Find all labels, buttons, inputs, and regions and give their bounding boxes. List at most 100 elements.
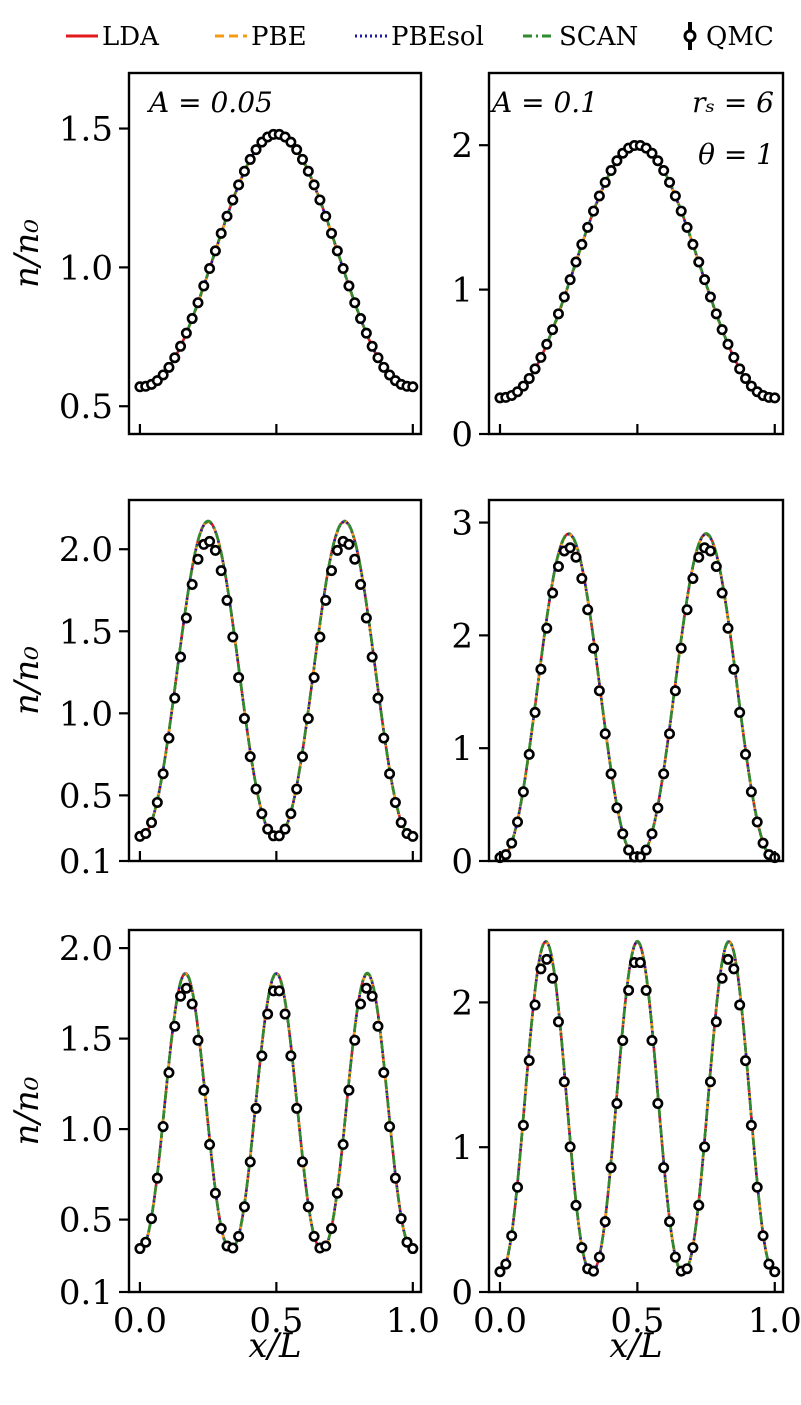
- legend-entry-qmc: QMC: [683, 22, 774, 52]
- y-tick-label: 2: [451, 983, 473, 1023]
- y-tick-label: 0: [451, 415, 473, 455]
- qmc-point: [541, 338, 553, 350]
- qmc-point: [588, 642, 600, 654]
- series-scan-line: [139, 519, 413, 838]
- qmc-point: [169, 352, 181, 364]
- qmc-point: [204, 263, 216, 275]
- legend-label: LDA: [102, 22, 160, 52]
- axes-frame: [487, 928, 785, 1294]
- qmc-point: [343, 1084, 355, 1096]
- qmc-point: [699, 274, 711, 286]
- qmc-point: [175, 340, 187, 352]
- y-tick-label: 1.5: [59, 1020, 113, 1060]
- qmc-point: [151, 796, 163, 808]
- legend-label: PBE: [251, 22, 307, 52]
- qmc-point: [710, 308, 722, 320]
- qmc-point: [238, 712, 250, 724]
- qmc-point: [734, 363, 746, 375]
- panel-bottom-left: 0.1 0.5 1.0 1.5 2.0 0.0 0.5 1.0 n/n₀ x/L: [7, 928, 440, 1366]
- legend-label: SCAN: [559, 22, 638, 52]
- qmc-point: [308, 672, 320, 684]
- qmc-point: [302, 1201, 314, 1213]
- legend-label: QMC: [706, 22, 774, 52]
- qmc-point: [658, 165, 670, 177]
- qmc-point: [605, 165, 617, 177]
- qmc-point: [588, 1265, 600, 1277]
- qmc-point: [681, 1263, 693, 1275]
- qmc-point: [722, 622, 734, 634]
- qmc-point: [728, 663, 740, 675]
- qmc-point: [716, 587, 728, 599]
- qmc-point: [157, 768, 169, 780]
- qmc-point: [343, 280, 355, 292]
- qmc-point: [227, 194, 239, 206]
- qmc-point: [740, 372, 752, 384]
- qmc-point: [146, 1213, 158, 1225]
- qmc-point: [763, 1258, 775, 1270]
- y-tick-label: 2: [451, 616, 473, 656]
- qmc-point: [740, 1055, 752, 1067]
- qmc-point: [326, 1222, 338, 1234]
- qmc-point: [209, 245, 221, 257]
- qmc-point: [535, 351, 547, 363]
- qmc-point: [349, 553, 361, 565]
- qmc-point: [570, 256, 582, 268]
- qmc-point: [745, 786, 757, 798]
- qmc-point: [204, 535, 216, 547]
- qmc-point: [238, 1201, 250, 1213]
- qmc-point: [552, 308, 564, 320]
- y-tick-label: 3: [451, 504, 473, 544]
- qmc-point: [529, 999, 541, 1011]
- qmc-point: [599, 176, 611, 188]
- qmc-point: [227, 1242, 239, 1254]
- qmc-point: [140, 1236, 152, 1248]
- qmc-point: [640, 984, 652, 996]
- qmc-point: [186, 998, 198, 1010]
- series-scan-line: [499, 532, 775, 859]
- series-lda-line: [499, 940, 775, 1274]
- y-tick-label: 0.1: [59, 1273, 113, 1313]
- y-tick-label: 1: [451, 729, 473, 769]
- qmc-point: [355, 998, 367, 1010]
- qmc-point: [285, 136, 297, 148]
- qmc-point: [192, 1034, 204, 1046]
- qmc-point: [722, 953, 734, 965]
- qmc-point: [140, 828, 152, 840]
- y-tick-label: 0.1: [59, 842, 113, 882]
- qmc-point: [395, 817, 407, 829]
- qmc-point: [186, 578, 198, 590]
- qmc-point: [593, 1251, 605, 1263]
- axes-frame: [487, 71, 785, 436]
- qmc-point: [233, 179, 245, 191]
- qmc-point: [617, 1034, 629, 1046]
- qmc-point: [372, 692, 384, 704]
- qmc-point: [552, 560, 564, 572]
- qmc-point: [599, 1216, 611, 1228]
- qmc-point: [535, 963, 547, 975]
- y-tick-label: 1.0: [59, 694, 113, 734]
- qmc-point: [623, 984, 635, 996]
- qmc-point: [552, 1016, 564, 1028]
- qmc-point: [757, 1230, 769, 1242]
- panels: 0.5 1.0 1.5 n/n₀ A = 0.05 0 1 2 A = 0.1 rₛ = 6 θ =…: [7, 71, 801, 1366]
- qmc-point: [209, 544, 221, 556]
- qmc-point: [151, 1172, 163, 1184]
- qmc-point: [163, 732, 175, 744]
- qmc-point: [180, 982, 192, 994]
- series-pbesol-line: [499, 532, 775, 860]
- qmc-point: [704, 1076, 716, 1088]
- qmc-point: [512, 1181, 524, 1193]
- series-lda-line: [499, 532, 775, 859]
- qmc-point: [704, 291, 716, 303]
- qmc-point: [652, 802, 664, 814]
- series-pbe-line: [499, 533, 775, 860]
- qmc-point: [389, 1172, 401, 1184]
- qmc-point: [186, 313, 198, 325]
- qmc-point: [169, 692, 181, 704]
- qmc-point: [389, 796, 401, 808]
- qmc-point: [745, 1119, 757, 1131]
- qmc-point: [523, 748, 535, 760]
- qmc-point: [664, 1216, 676, 1228]
- x-tick-label: 0.0: [473, 1301, 527, 1341]
- qmc-point: [302, 712, 314, 724]
